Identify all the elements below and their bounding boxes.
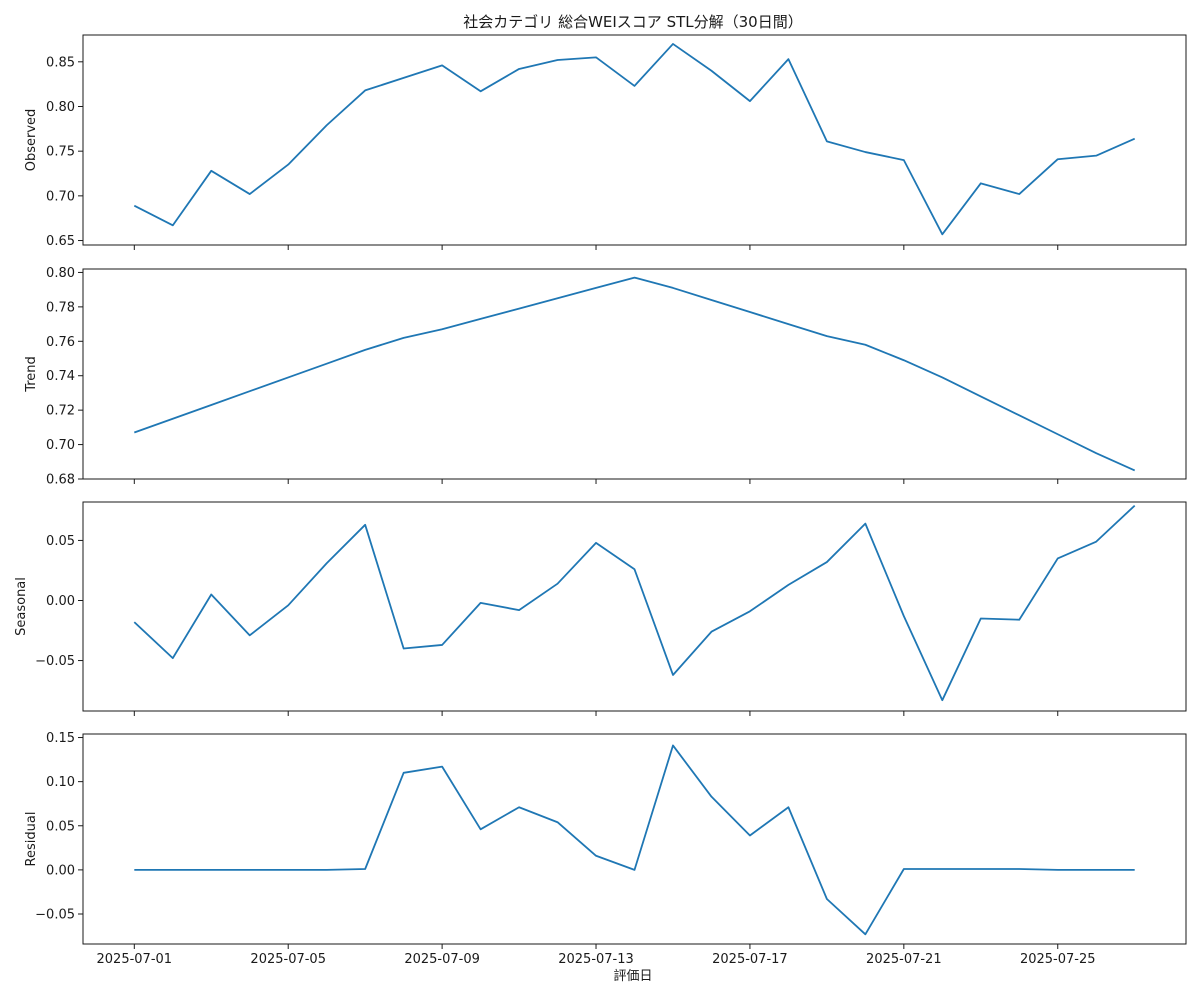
y-tick-label: 0.68 xyxy=(46,473,75,488)
y-tick-label: −0.05 xyxy=(35,908,75,923)
y-tick-label: 0.80 xyxy=(46,266,75,281)
y-axis-label: Observed xyxy=(24,109,39,172)
y-tick-label: 0.76 xyxy=(46,335,75,350)
series-line-trend xyxy=(133,276,1136,472)
y-tick-label: 0.00 xyxy=(46,863,75,878)
x-tick-label: 2025-07-25 xyxy=(1020,952,1096,967)
y-axis-label: Trend xyxy=(24,356,39,393)
plot-frame xyxy=(82,34,1187,246)
panel-seasonal: 0.05 0.00 −0.05 Seasonal xyxy=(14,501,1187,716)
y-tick-label: 0.78 xyxy=(46,300,75,315)
panels: 0.65 0.70 0.75 0.80 0.85 Observed 0.68 0.70 0.72… xyxy=(14,34,1187,967)
y-tick-label: 0.65 xyxy=(46,234,75,249)
panel-residual: 0.15 0.10 0.05 0.00 −0.05 Residual 2025-07-01 2… xyxy=(24,731,1187,967)
y-tick-label: 0.75 xyxy=(46,145,75,160)
y-tick-label: 0.10 xyxy=(46,775,75,790)
plot-frame xyxy=(82,733,1187,945)
y-tick-label: 0.74 xyxy=(46,369,75,384)
y-tick-label: 0.85 xyxy=(46,55,75,70)
plot-frame xyxy=(82,268,1187,480)
y-tick-label: 0.05 xyxy=(46,534,75,549)
y-tick-label: 0.00 xyxy=(46,594,75,609)
x-tick-label: 2025-07-13 xyxy=(558,952,634,967)
series-line-seasonal xyxy=(133,504,1136,702)
x-axis-label: 評価日 xyxy=(613,969,652,984)
y-tick-label: 0.72 xyxy=(46,404,75,419)
y-tick-label: 0.15 xyxy=(46,731,75,746)
y-tick-label: 0.80 xyxy=(46,100,75,115)
panel-trend: 0.68 0.70 0.72 0.74 0.76 0.78 0.80 Trend xyxy=(24,266,1187,488)
x-tick-label: 2025-07-01 xyxy=(97,952,173,967)
y-tick-label: 0.70 xyxy=(46,438,75,453)
y-tick-label: −0.05 xyxy=(35,654,75,669)
series-line-observed xyxy=(133,43,1136,236)
chart-title: 社会カテゴリ 総合WEIスコア STL分解（30日間） xyxy=(463,13,802,31)
x-tick-label: 2025-07-17 xyxy=(712,952,788,967)
y-axis-label: Residual xyxy=(24,812,39,867)
panel-observed: 0.65 0.70 0.75 0.80 0.85 Observed xyxy=(24,34,1187,250)
series-line-residual xyxy=(134,744,1135,936)
y-tick-label: 0.05 xyxy=(46,819,75,834)
y-tick-label: 0.70 xyxy=(46,189,75,204)
y-axis-label: Seasonal xyxy=(14,577,29,636)
x-tick-label: 2025-07-05 xyxy=(250,952,326,967)
plot-frame xyxy=(82,501,1187,712)
x-tick-label: 2025-07-21 xyxy=(866,952,942,967)
x-tick-label: 2025-07-09 xyxy=(404,952,480,967)
